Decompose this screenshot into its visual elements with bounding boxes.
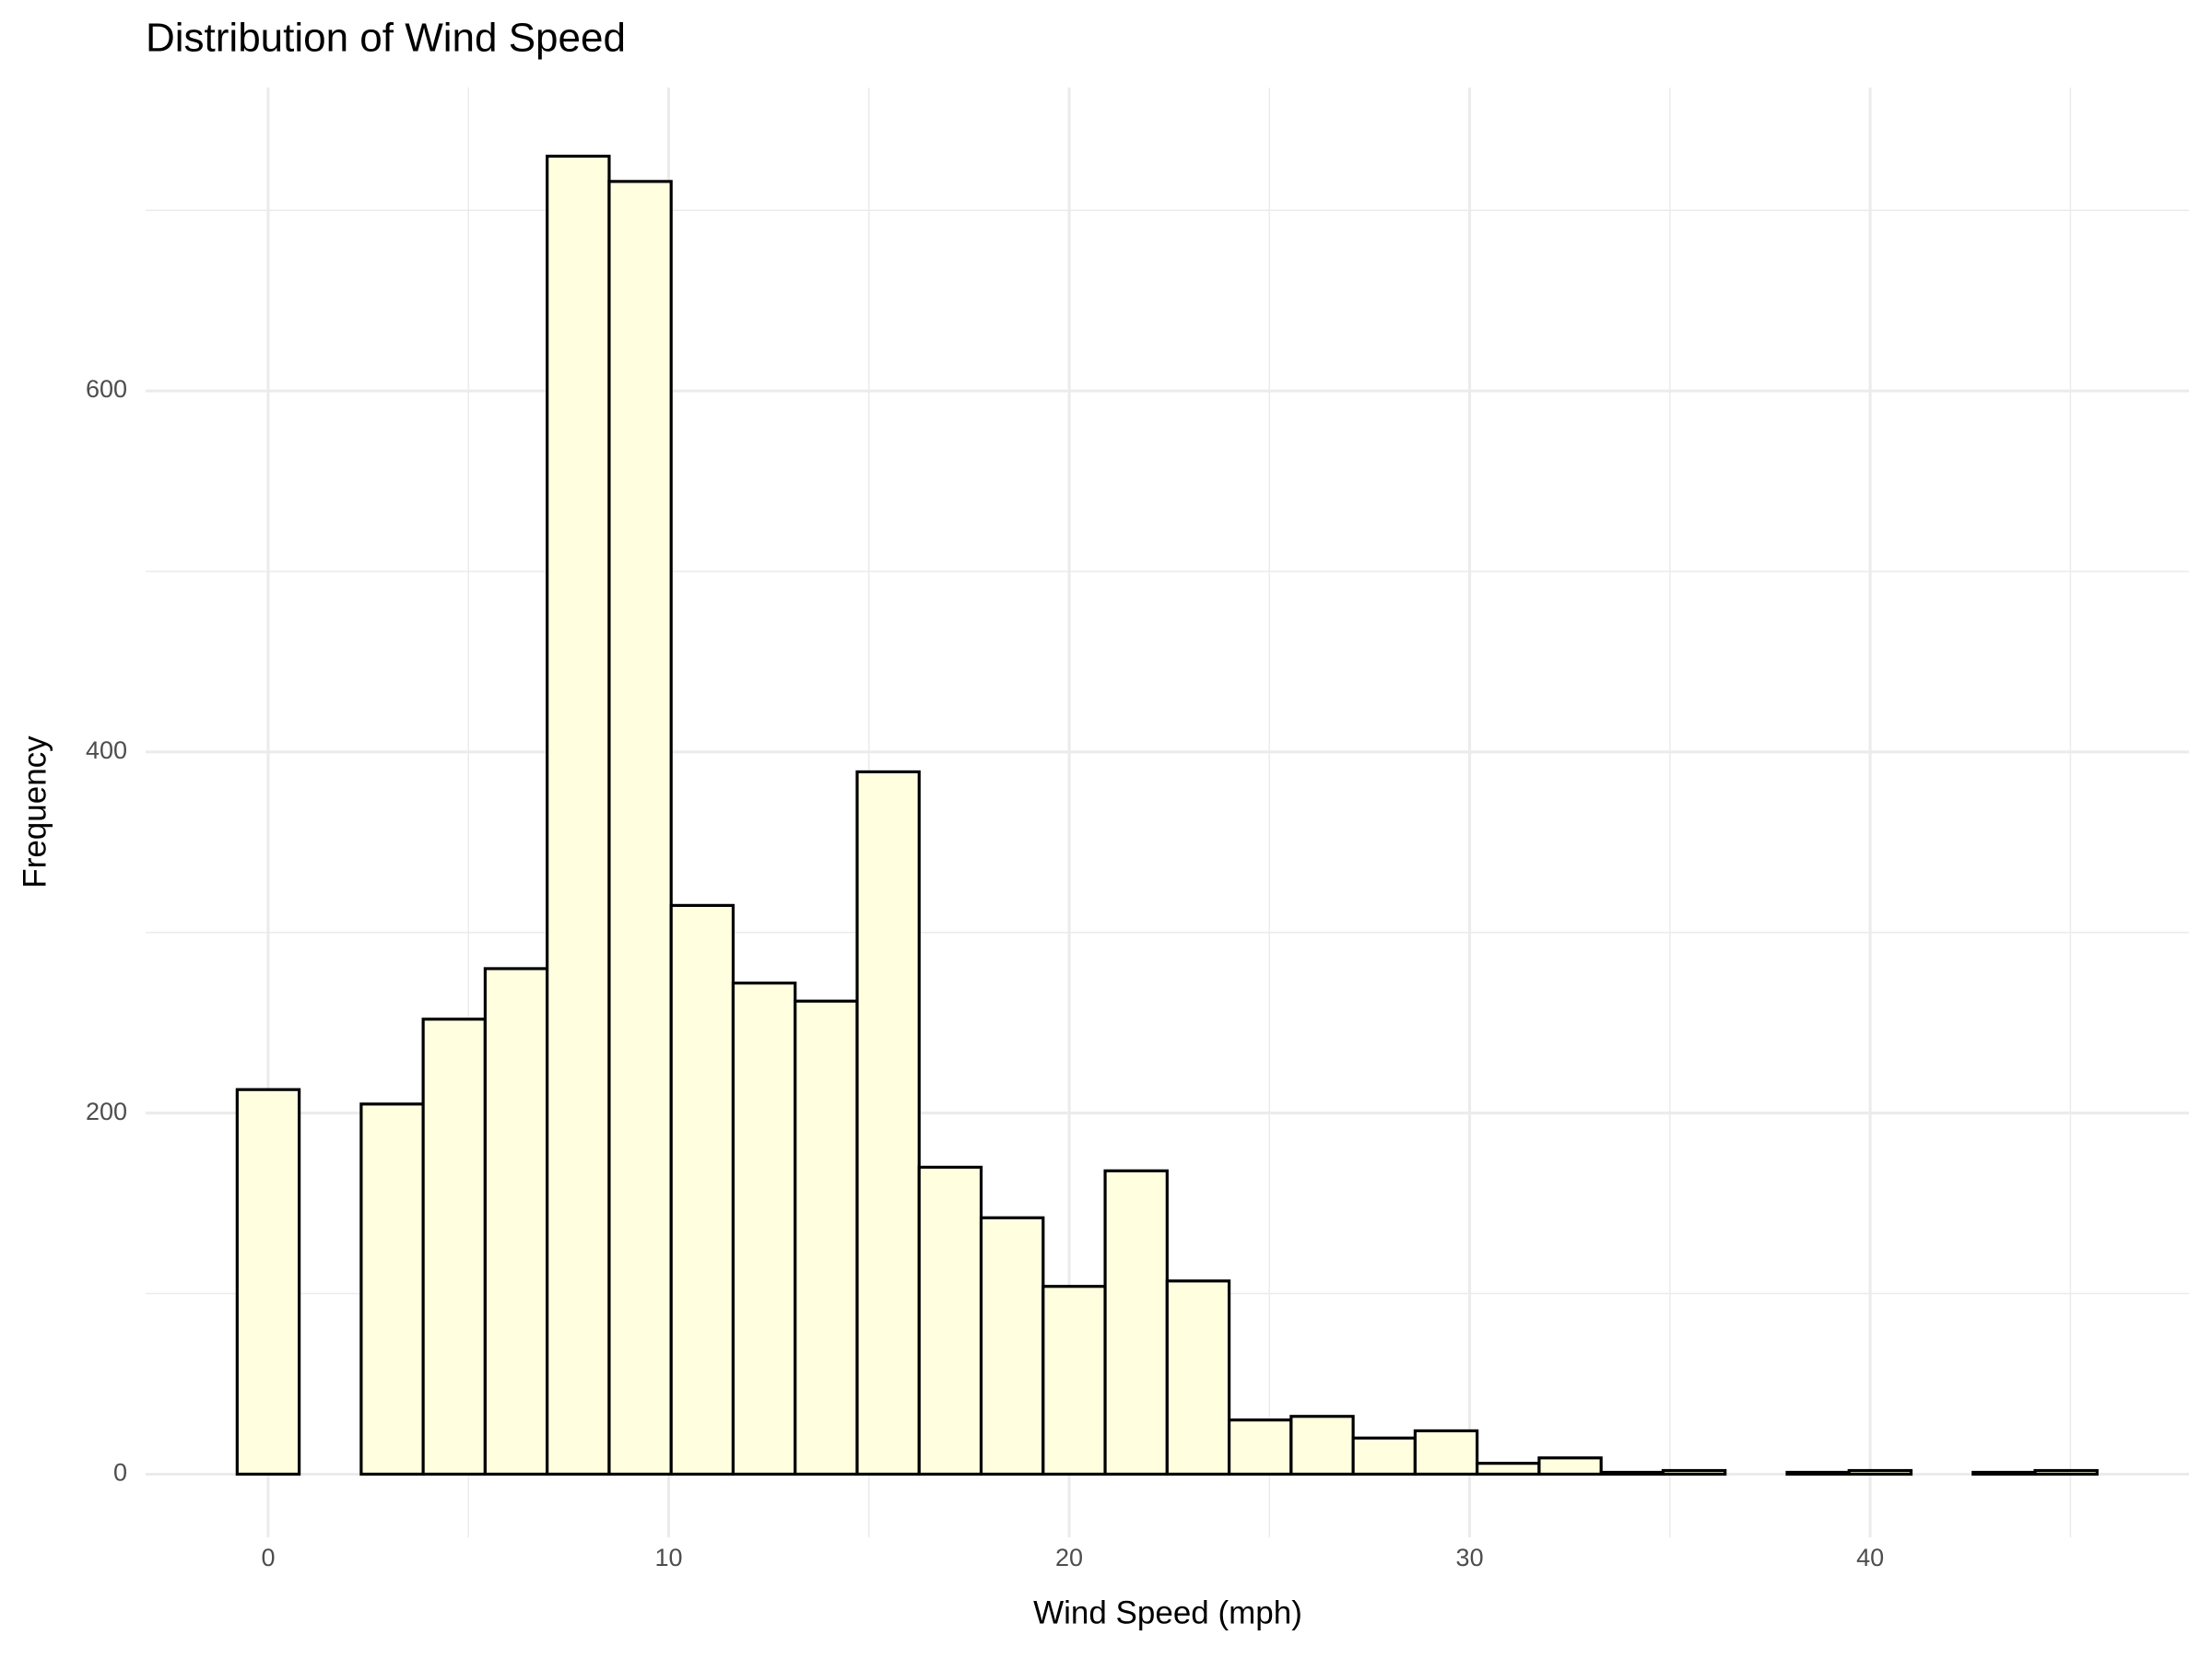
bar [1661, 1468, 1727, 1477]
y-tick-label: 400 [86, 736, 127, 764]
chart-title: Distribution of Wind Speed [146, 16, 626, 61]
bar [1413, 1429, 1479, 1477]
bars [235, 154, 2099, 1477]
bar [483, 967, 549, 1477]
bar [1165, 1279, 1231, 1477]
bar [235, 1088, 301, 1477]
bar [1227, 1418, 1293, 1477]
bar [917, 1165, 983, 1477]
bar [1351, 1436, 1417, 1477]
y-tick-label: 0 [113, 1459, 127, 1487]
bar [979, 1216, 1045, 1477]
y-tick-label: 200 [86, 1098, 127, 1125]
bar [1103, 1169, 1169, 1477]
bar [546, 154, 611, 1477]
bar [359, 1102, 425, 1477]
y-tick-label: 600 [86, 375, 127, 403]
bar [1847, 1468, 1913, 1477]
bar [1041, 1285, 1107, 1477]
bar [1476, 1462, 1541, 1477]
bar [421, 1018, 487, 1477]
bar [607, 180, 673, 1477]
bar [731, 982, 797, 1477]
x-tick-label: 0 [261, 1544, 275, 1571]
bar [1599, 1470, 1665, 1477]
x-tick-label: 20 [1055, 1544, 1083, 1571]
bar [1289, 1415, 1355, 1477]
x-tick-label: 40 [1856, 1544, 1884, 1571]
bar [855, 770, 921, 1477]
x-tick-label: 10 [654, 1544, 682, 1571]
y-axis-title: Frequency [17, 735, 53, 888]
bar [794, 999, 859, 1477]
bar [1785, 1470, 1851, 1477]
bar [1971, 1470, 2037, 1477]
bar [669, 903, 735, 1477]
bar [2033, 1468, 2099, 1477]
x-tick-label: 30 [1456, 1544, 1484, 1571]
x-axis-title: Wind Speed (mph) [1033, 1594, 1302, 1630]
bar [1537, 1456, 1603, 1477]
